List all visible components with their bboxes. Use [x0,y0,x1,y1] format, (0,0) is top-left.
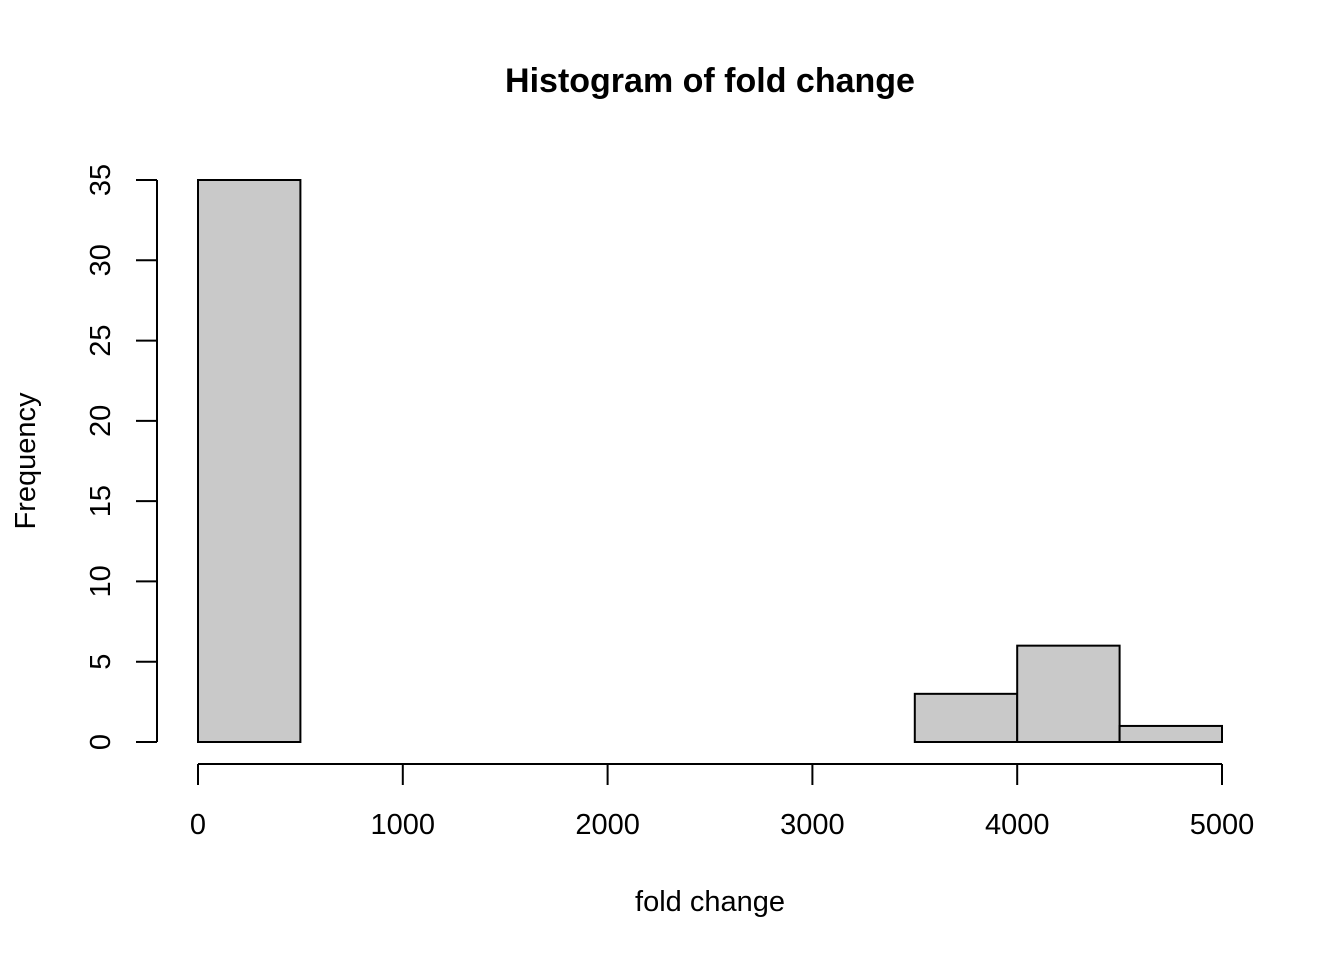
bars-group [197,179,1223,744]
y-axis-label: Frequency [10,392,42,530]
y-tick-label: 5 [85,654,117,670]
y-tick-label: 30 [85,244,117,276]
x-tick-label: 5000 [1190,809,1255,841]
y-tick-label: 35 [85,164,117,196]
histogram-bar-0 [197,179,302,743]
x-axis: 0 1000 2000 3000 4000 5000 [190,763,1255,841]
y-axis: 0 5 10 15 20 25 30 35 [85,164,158,750]
histogram-bar-7 [913,692,1019,743]
x-tick-label: 0 [190,809,206,841]
y-tick-label: 0 [85,734,117,750]
y-tick-label: 25 [85,324,117,356]
x-tick-label: 2000 [575,809,640,841]
y-tick-label: 20 [85,405,117,437]
x-axis-label: fold change [635,886,785,918]
histogram-bar-8 [1016,644,1121,744]
chart-title: Histogram of fold change [505,62,915,100]
x-tick-label: 1000 [371,809,436,841]
x-tick-label: 3000 [780,809,845,841]
y-tick-label: 15 [85,485,117,517]
histogram-bar-9 [1118,724,1223,744]
y-tick-label: 10 [85,565,117,597]
x-tick-label: 4000 [985,809,1050,841]
